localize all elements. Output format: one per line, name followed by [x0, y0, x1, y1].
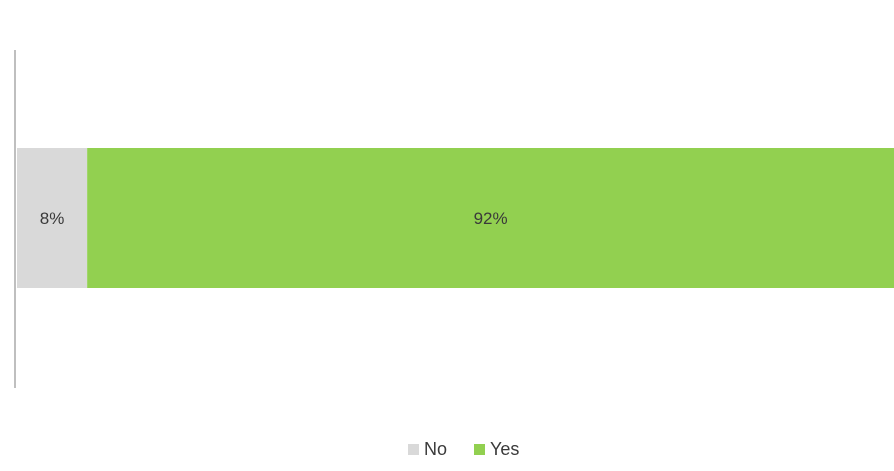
- data-label-no: 8%: [40, 209, 65, 228]
- legend-swatch-yes: [474, 444, 485, 455]
- legend-label-no: No: [424, 439, 447, 459]
- bar-segment-yes: [87, 148, 894, 288]
- legend: No Yes: [408, 439, 519, 459]
- legend-label-yes: Yes: [490, 439, 519, 459]
- bar-segment-no: [17, 148, 88, 288]
- data-label-yes: 92%: [474, 209, 508, 228]
- bars-layer: [17, 148, 894, 288]
- data-labels-layer: 8% 92%: [40, 209, 508, 228]
- legend-swatch-no: [408, 444, 419, 455]
